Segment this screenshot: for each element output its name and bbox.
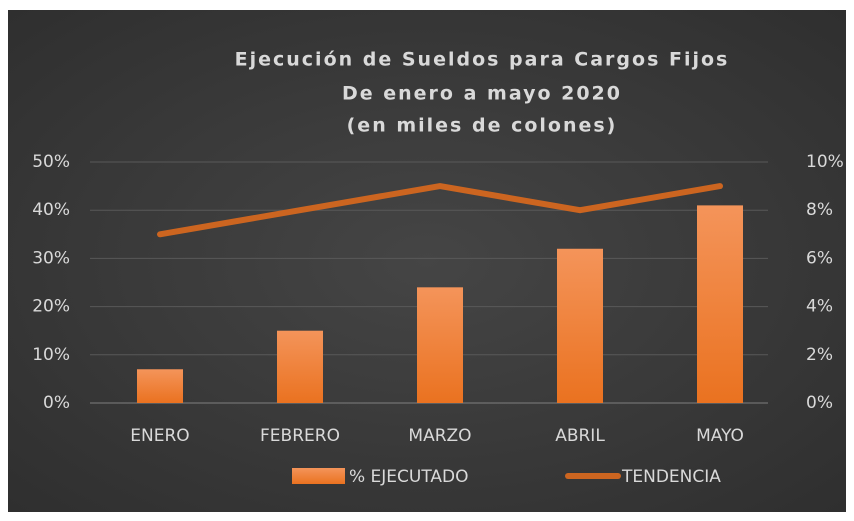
chart-title: Ejecución de Sueldos para Cargos Fijos: [235, 49, 730, 71]
x-tick-label: MAYO: [696, 426, 744, 446]
y2-tick-label: 0%: [806, 393, 833, 413]
trend-line: [157, 183, 723, 238]
legend-label: % EJECUTADO: [349, 467, 469, 487]
legend-label: TENDENCIA: [621, 467, 721, 487]
bar: [557, 248, 603, 403]
bar: [277, 330, 323, 403]
x-tick-label: ENERO: [130, 426, 189, 446]
y2-tick-label: 8%: [806, 200, 833, 220]
x-tick-label: FEBRERO: [260, 426, 340, 446]
y2-tick-label: 4%: [806, 297, 833, 317]
y-tick-label: 30%: [32, 248, 70, 268]
y2-tick-label: 10%: [806, 152, 844, 172]
y-tick-label: 0%: [43, 393, 70, 413]
legend-swatch: [292, 468, 345, 484]
y-tick-label: 20%: [32, 297, 70, 317]
y2-tick-label: 6%: [806, 248, 833, 268]
bar: [417, 287, 463, 403]
x-tick-label: MARZO: [408, 426, 471, 446]
y2-tick-label: 2%: [806, 345, 833, 365]
y-tick-label: 50%: [32, 152, 70, 172]
chart-title: (en miles de colones): [347, 115, 618, 137]
y-tick-label: 10%: [32, 345, 70, 365]
chart-title: De enero a mayo 2020: [342, 83, 622, 105]
y-tick-label: 40%: [32, 200, 70, 220]
x-tick-label: ABRIL: [555, 426, 605, 446]
bar: [137, 369, 183, 403]
bar: [697, 205, 743, 403]
